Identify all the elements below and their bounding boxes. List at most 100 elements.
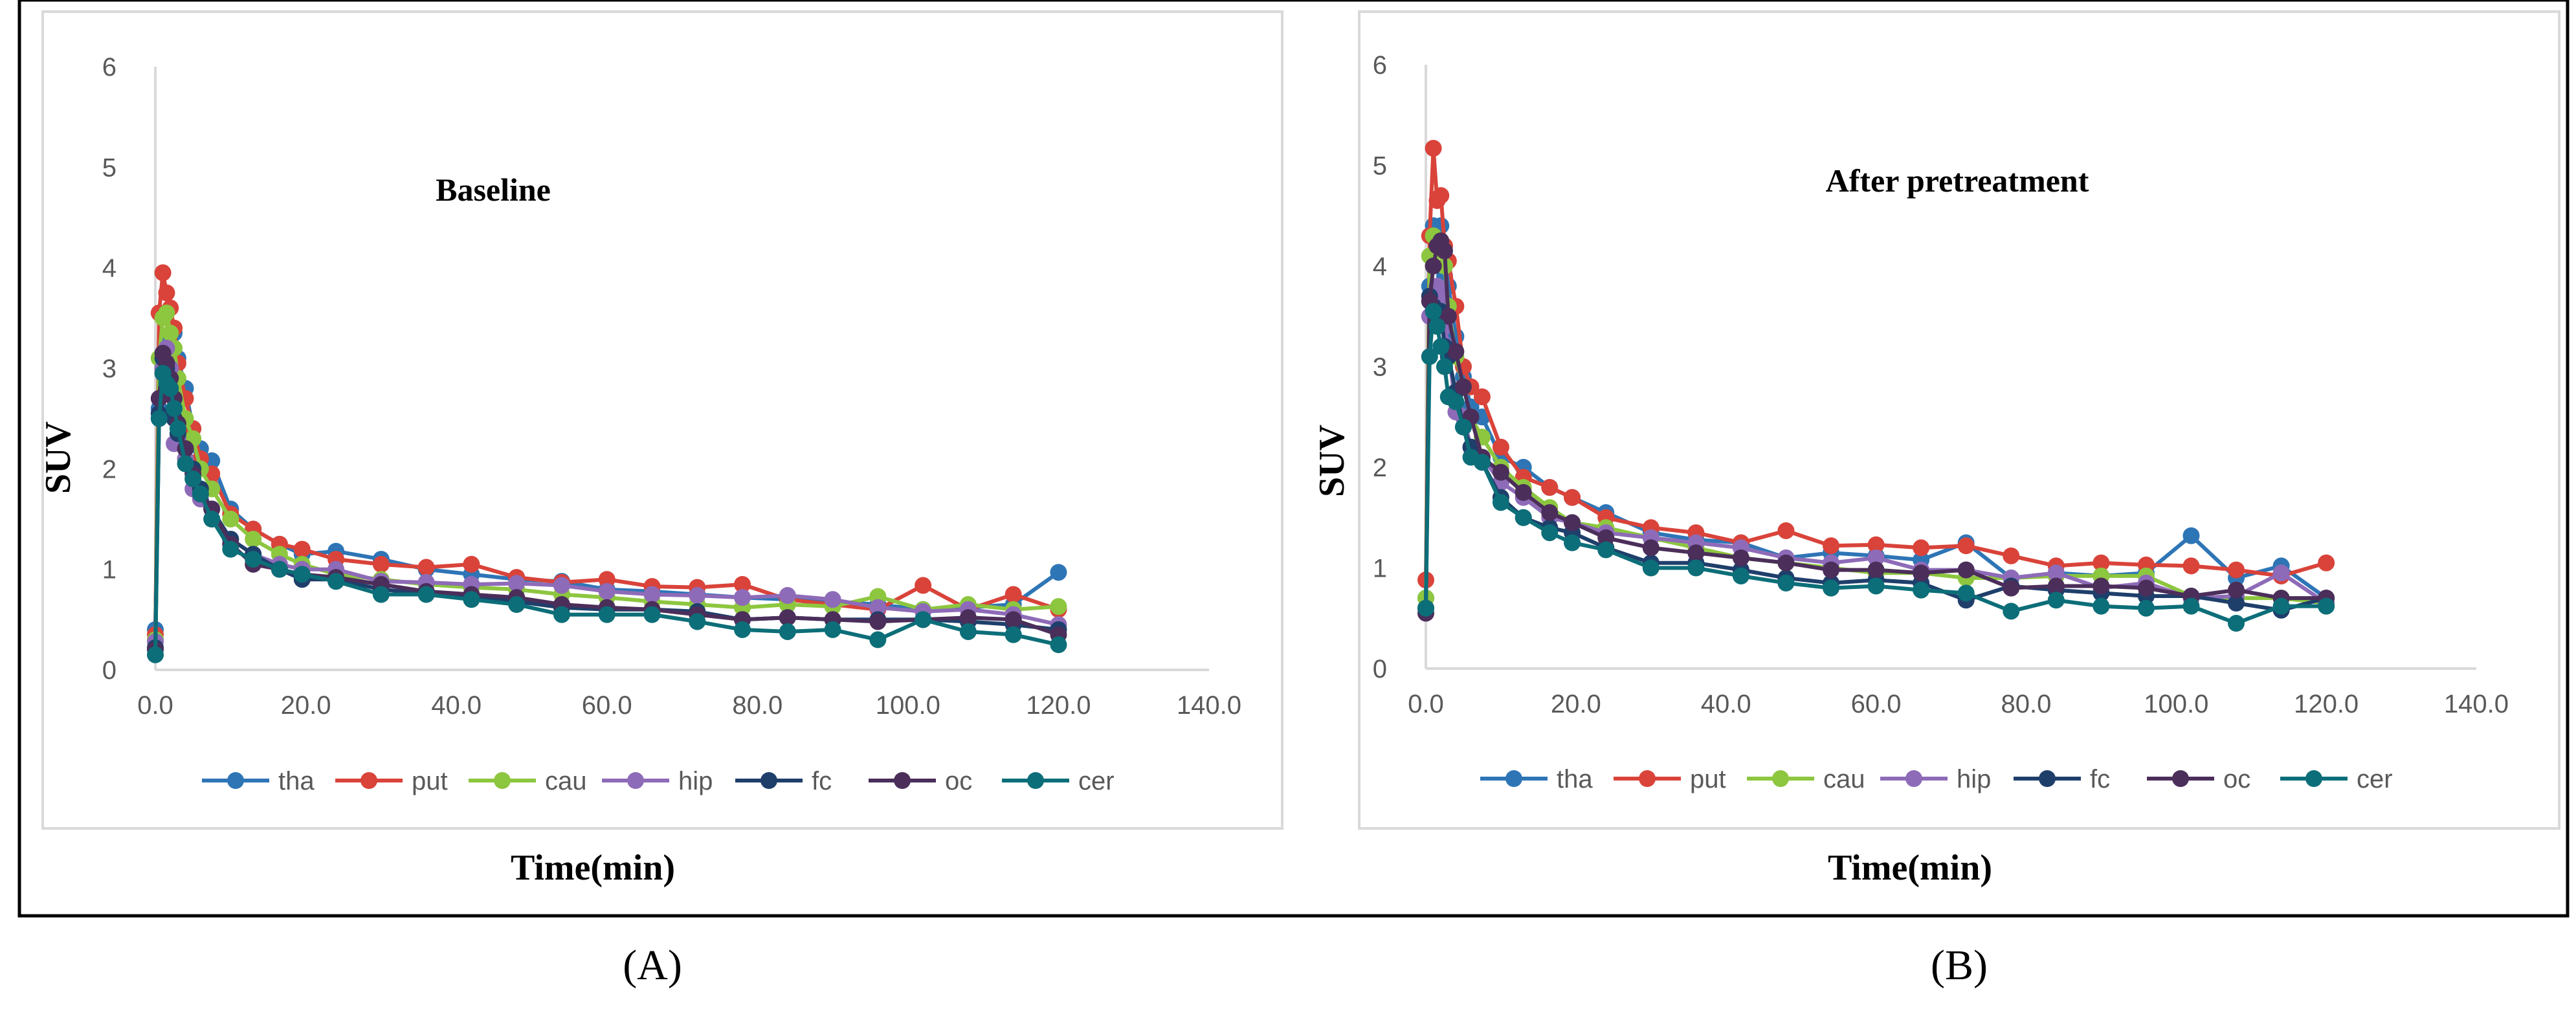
data-point-hip xyxy=(779,587,796,604)
data-point-oc xyxy=(1867,561,1885,579)
data-point-oc xyxy=(1439,307,1457,325)
data-point-put xyxy=(2318,554,2335,571)
legend-marker-cer xyxy=(2305,770,2322,787)
x-tick-label: 80.0 xyxy=(2001,690,2051,718)
legend-marker-fc xyxy=(2039,770,2056,787)
data-point-put xyxy=(1564,489,1581,506)
data-point-oc xyxy=(2093,577,2110,595)
data-point-put xyxy=(1823,537,1840,555)
data-point-hip xyxy=(2047,564,2065,582)
data-point-cer xyxy=(1777,574,1795,592)
data-point-cer xyxy=(245,551,262,568)
data-point-oc xyxy=(1597,529,1615,546)
data-point-cer xyxy=(1454,418,1472,436)
data-point-cer xyxy=(169,420,186,438)
legend-label-fc: fc xyxy=(812,767,832,795)
data-point-hip xyxy=(869,599,887,616)
x-tick-label: 40.0 xyxy=(431,691,482,720)
data-point-cer xyxy=(1473,454,1491,471)
legend-marker-hip xyxy=(1905,770,1922,787)
data-point-cau xyxy=(245,531,262,548)
x-axis-title-a: Time(min) xyxy=(511,848,675,888)
data-point-put xyxy=(915,577,932,594)
x-tick-label: 80.0 xyxy=(732,691,783,720)
data-point-put xyxy=(158,284,175,302)
data-point-oc xyxy=(2003,579,2020,597)
legend-label-put: put xyxy=(412,767,448,795)
y-axis-title-b: SUV xyxy=(1312,425,1352,497)
data-point-cer xyxy=(1867,577,1885,595)
data-point-cer xyxy=(1050,636,1067,654)
data-point-cer xyxy=(1687,559,1705,577)
data-point-cer xyxy=(915,611,932,628)
data-point-cer xyxy=(1597,541,1615,559)
legend-marker-tha xyxy=(1505,770,1522,787)
data-point-cer xyxy=(2182,597,2200,615)
data-point-hip xyxy=(734,589,751,606)
data-point-hip xyxy=(553,577,570,594)
x-tick-label: 40.0 xyxy=(1701,690,1751,718)
y-tick-label: 2 xyxy=(102,455,117,483)
legend-marker-hip xyxy=(627,772,644,789)
data-point-put xyxy=(372,555,390,573)
data-point-cer xyxy=(177,455,194,472)
data-point-cer xyxy=(643,606,661,623)
data-point-oc xyxy=(1777,554,1795,571)
chart-area-border-a xyxy=(41,10,1283,830)
y-tick-label: 4 xyxy=(102,254,117,283)
data-point-put xyxy=(1777,522,1795,539)
legend-marker-oc xyxy=(894,772,911,789)
legend-label-cau: cau xyxy=(1823,765,1865,793)
x-tick-label: 20.0 xyxy=(1551,690,1601,718)
data-point-cer xyxy=(959,623,977,640)
x-tick-label: 20.0 xyxy=(281,691,331,720)
data-point-oc xyxy=(1541,504,1559,521)
x-tick-label: 0.0 xyxy=(1408,690,1444,718)
y-tick-label: 0 xyxy=(102,656,117,685)
data-point-put xyxy=(598,571,616,588)
legend-marker-cau xyxy=(494,772,511,789)
legend-label-hip: hip xyxy=(1957,765,1991,793)
data-point-hip xyxy=(1867,549,1885,566)
chart-area-border-b xyxy=(1358,10,2560,830)
data-point-oc xyxy=(779,609,796,626)
y-tick-label: 1 xyxy=(1373,555,1387,583)
y-tick-label: 3 xyxy=(102,355,117,383)
legend-label-oc: oc xyxy=(2223,765,2250,793)
legend-marker-oc xyxy=(2172,770,2189,787)
data-point-cer xyxy=(824,621,841,638)
data-point-cer xyxy=(689,613,706,630)
legend-marker-tha xyxy=(227,772,244,789)
data-point-cer xyxy=(1492,494,1509,511)
legend-label-put: put xyxy=(1690,765,1726,793)
data-point-put xyxy=(1432,187,1450,205)
data-point-put xyxy=(1867,536,1885,553)
data-point-oc xyxy=(1447,343,1465,360)
data-point-cer xyxy=(869,631,887,649)
data-point-oc xyxy=(1005,611,1022,628)
data-point-oc xyxy=(869,613,887,630)
y-axis-title-a: SUV xyxy=(38,421,78,494)
data-point-oc xyxy=(1687,544,1705,562)
data-point-oc xyxy=(1732,549,1749,566)
y-tick-label: 1 xyxy=(102,556,117,584)
legend-label-tha: tha xyxy=(1557,765,1593,793)
data-point-oc xyxy=(1492,463,1509,481)
data-point-cau xyxy=(222,511,239,527)
x-tick-label: 100.0 xyxy=(876,691,940,720)
data-point-cau xyxy=(158,304,175,322)
data-point-cer xyxy=(162,380,179,397)
data-point-oc xyxy=(1454,378,1472,395)
legend-label-oc: oc xyxy=(945,767,972,795)
legend-label-cau: cau xyxy=(545,767,587,795)
data-point-cer xyxy=(1425,302,1442,320)
chart-title-a: Baseline xyxy=(436,172,551,208)
y-tick-label: 6 xyxy=(1373,51,1387,80)
data-point-oc xyxy=(2047,577,2065,595)
data-point-cer xyxy=(1823,579,1840,597)
chart-title-b: After pretreatment xyxy=(1826,162,2089,199)
y-tick-label: 5 xyxy=(102,153,117,182)
legend-label-hip: hip xyxy=(678,767,713,795)
data-point-oc xyxy=(1823,561,1840,579)
